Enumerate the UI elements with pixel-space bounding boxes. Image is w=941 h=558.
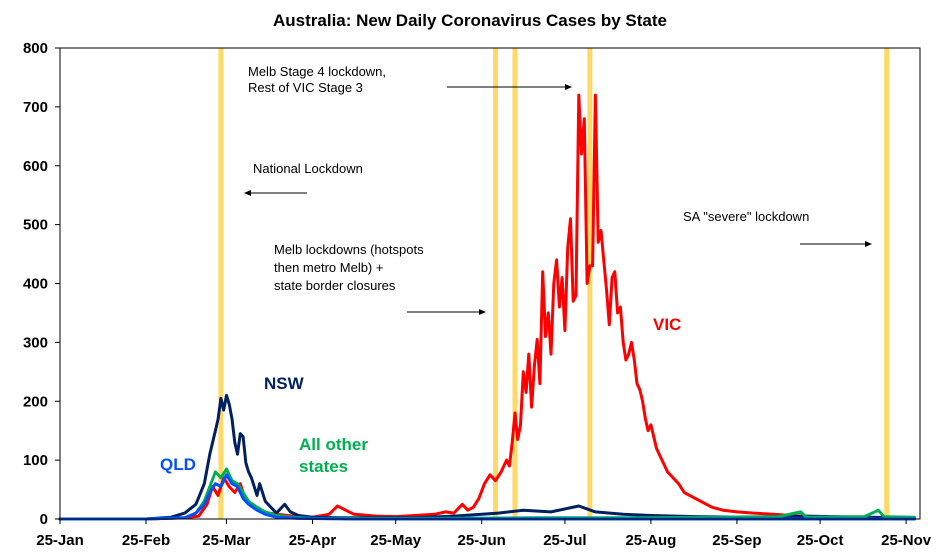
annotation-melb-stage4: Melb Stage 4 lockdown, Rest of VIC Stage… <box>248 64 572 95</box>
x-tick-label: 25-Oct <box>797 532 844 549</box>
x-tick-label: 25-Jan <box>36 532 84 549</box>
x-tick-label: 25-Sep <box>712 532 761 549</box>
y-tick-label: 500 <box>23 217 48 234</box>
svg-text:state border closures: state border closures <box>274 278 396 293</box>
event-lines <box>218 48 890 519</box>
x-axis: 25-Jan 25-Feb 25-Mar 25-Apr 25-May 25-Jun 25-J… <box>36 519 932 549</box>
series-line-nsw <box>58 393 916 521</box>
y-tick-label: 100 <box>23 452 48 469</box>
series-label-other-line2: states <box>299 457 348 476</box>
svg-text:then metro Melb) +: then metro Melb) + <box>274 260 383 275</box>
series-line-vic <box>58 93 916 521</box>
y-tick-label: 800 <box>23 40 48 57</box>
y-tick-label: 300 <box>23 334 48 351</box>
y-tick-label: 200 <box>23 393 48 410</box>
arrowhead-sa-lockdown <box>865 241 872 247</box>
series-line-all-other-states <box>58 467 916 521</box>
svg-text:SA "severe" lockdown: SA "severe" lockdown <box>683 209 809 224</box>
series-lines <box>58 93 916 521</box>
x-tick-label: 25-Apr <box>289 532 337 549</box>
y-tick-label: 0 <box>40 511 48 528</box>
chart-title: Australia: New Daily Coronavirus Cases b… <box>273 11 667 30</box>
svg-text:Rest of VIC Stage 3: Rest of VIC Stage 3 <box>248 80 363 95</box>
plot-area-frame <box>59 47 921 520</box>
svg-text:National Lockdown: National Lockdown <box>253 161 363 176</box>
x-tick-label: 25-Feb <box>122 532 170 549</box>
x-tick-label: 25-Nov <box>881 532 932 549</box>
x-tick-label: 25-May <box>370 532 422 549</box>
annotation-melb-lockdowns: Melb lockdowns (hotspots then metro Melb… <box>274 242 486 315</box>
series-line-qld <box>58 473 916 521</box>
series-label-nsw: NSW <box>264 374 305 393</box>
y-tick-label: 400 <box>23 276 48 293</box>
arrowhead-melb-lockdowns <box>479 309 486 315</box>
svg-text:Melb lockdowns (hotspots: Melb lockdowns (hotspots <box>274 242 424 257</box>
series-label-other-line1: All other <box>299 435 368 454</box>
series-label-qld: QLD <box>160 455 196 474</box>
x-tick-label: 25-Jul <box>543 532 586 549</box>
series-label-vic: VIC <box>653 315 681 334</box>
x-tick-label: 25-Mar <box>202 532 251 549</box>
y-tick-label: 700 <box>23 99 48 116</box>
y-tick-label: 600 <box>23 158 48 175</box>
y-axis: 0 100 200 300 400 500 600 700 800 <box>23 40 60 528</box>
x-tick-label: 25-Jun <box>457 532 505 549</box>
arrowhead-national-lockdown <box>244 190 251 196</box>
annotation-sa-lockdown: SA "severe" lockdown <box>683 209 872 247</box>
arrowhead-melb-stage4 <box>565 84 572 90</box>
annotation-national-lockdown: National Lockdown <box>244 161 363 196</box>
x-tick-label: 25-Aug <box>625 532 676 549</box>
svg-text:Melb Stage 4 lockdown,: Melb Stage 4 lockdown, <box>248 64 386 79</box>
